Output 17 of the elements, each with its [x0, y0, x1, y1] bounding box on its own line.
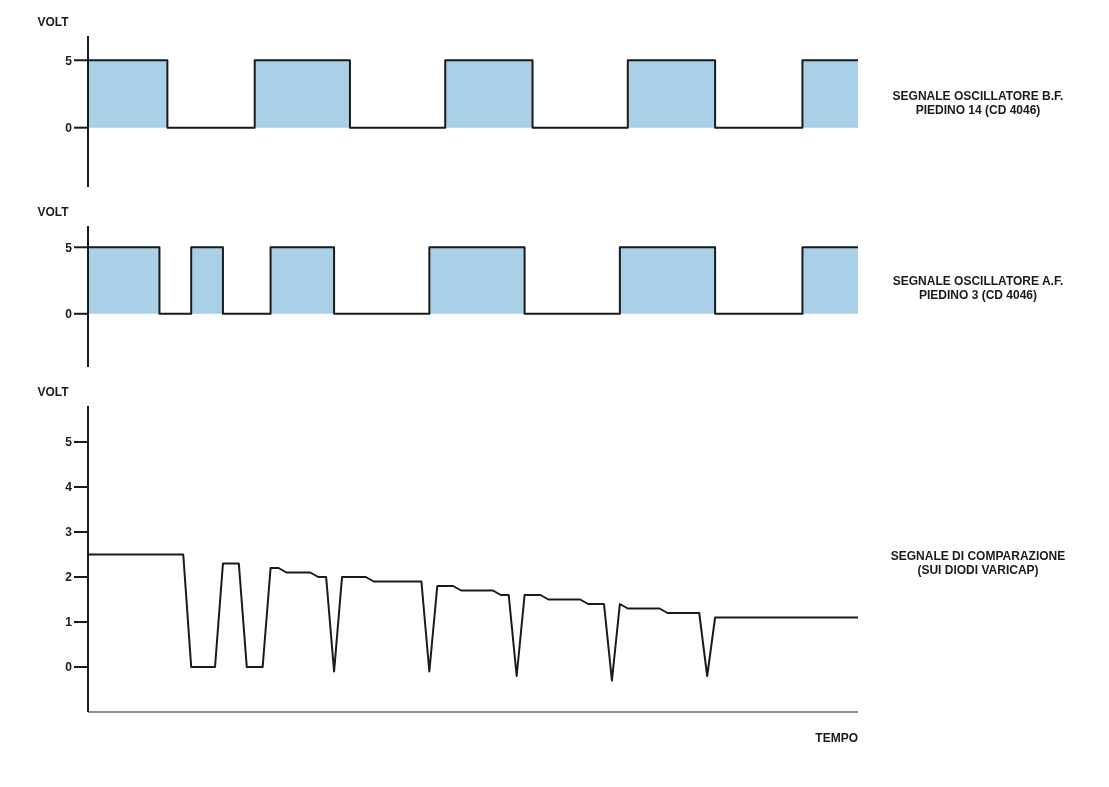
y-tick-label: 2 [65, 570, 73, 585]
y-tick-label: 0 [65, 120, 73, 135]
y-axis-title: VOLT [37, 15, 70, 29]
y-tick-label: 5 [65, 435, 73, 450]
x-axis-title: TEMPO [815, 731, 858, 745]
y-axis-title: VOLT [37, 385, 70, 399]
text: SEGNALE OSCILLATORE A.F. PIEDINO 3 (CD 4046) [891, 274, 1065, 302]
y-tick-label: 0 [65, 307, 73, 322]
y-tick-label: 0 [65, 660, 73, 675]
text: SEGNALE DI COMPARAZIONE (SUI DIODI VARICAP) [889, 549, 1067, 577]
text: SEGNALE OSCILLATORE B.F. PIEDINO 14 (CD 4046) [891, 89, 1065, 117]
y-axis-title: VOLT [37, 205, 70, 219]
y-tick-label: 4 [65, 480, 73, 495]
y-tick-label: 3 [65, 525, 73, 540]
y-tick-label: 5 [65, 53, 73, 68]
y-tick-label: 5 [65, 240, 73, 255]
y-tick-label: 1 [65, 615, 73, 630]
